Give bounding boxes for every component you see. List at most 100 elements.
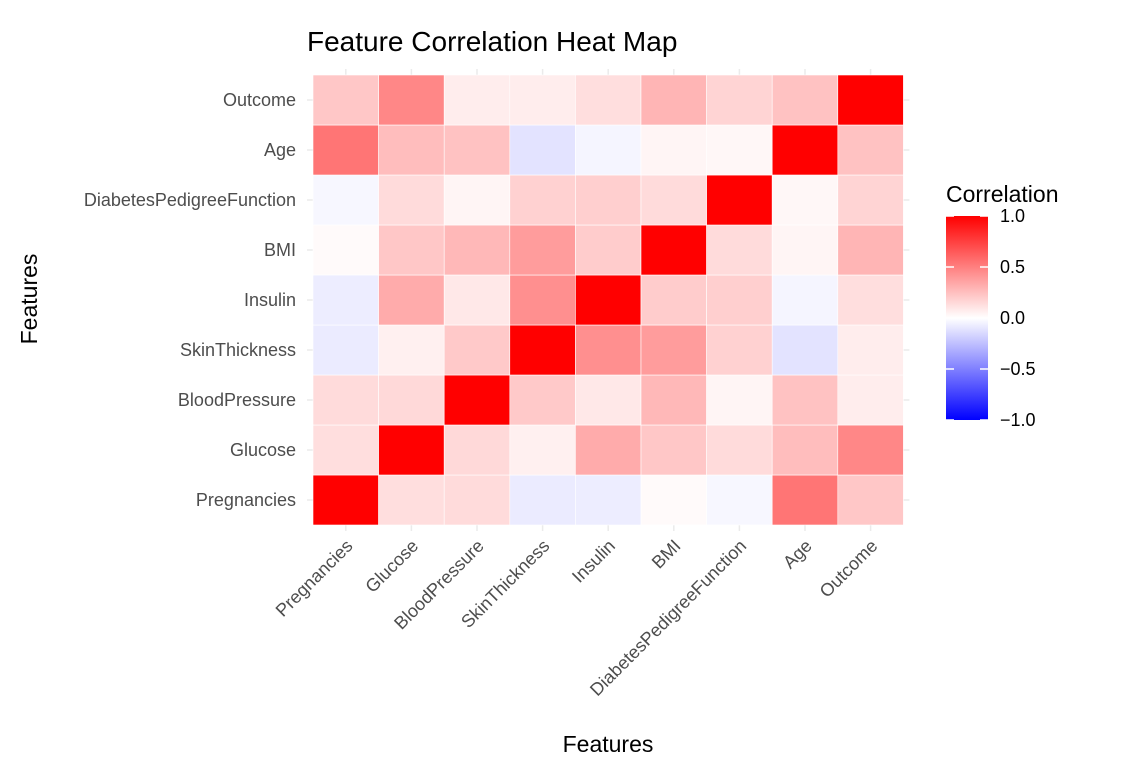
x-tick-label: Insulin <box>568 536 619 587</box>
heatmap-cell-skinthickness-bloodpressure <box>509 374 576 426</box>
heatmap-cell-age-insulin <box>771 274 839 326</box>
heatmap-cell-bloodpressure-outcome <box>443 74 511 126</box>
color-legend: Correlation 1.0 0.5 0.0 −0.5 −1.0 <box>946 181 1059 430</box>
heatmap-cell-diabetespedigreefunction-glucose <box>706 424 773 476</box>
legend-tick-label: 0.0 <box>1000 308 1025 328</box>
heatmap-cell-bmi-glucose <box>640 424 707 476</box>
x-tick-label: Age <box>779 536 816 573</box>
heatmap-cell-diabetespedigreefunction-bloodpressure <box>706 374 773 426</box>
y-tick-label: Pregnancies <box>196 490 296 510</box>
heatmap-cell-age-bloodpressure <box>771 374 839 426</box>
legend-ticks: 1.0 0.5 0.0 −0.5 −1.0 <box>946 206 1036 430</box>
x-tick-label: Glucose <box>361 536 422 597</box>
heatmap-cell-pregnancies-pregnancies <box>312 474 379 526</box>
heatmap-cell-age-outcome <box>771 74 839 126</box>
heatmap-cell-bmi-bloodpressure <box>640 374 707 426</box>
heatmap-cell-insulin-age <box>575 124 642 176</box>
heatmap-cell-pregnancies-bmi <box>312 224 379 276</box>
heatmap-cell-glucose-bloodpressure <box>378 374 445 426</box>
heatmap-cells <box>312 74 904 526</box>
heatmap-cell-glucose-glucose <box>378 424 445 476</box>
heatmap-cell-insulin-bmi <box>575 224 642 276</box>
legend-tick-label: −1.0 <box>1000 410 1036 430</box>
heatmap-cell-outcome-age <box>837 124 904 176</box>
heatmap-cell-bloodpressure-age <box>443 124 511 176</box>
heatmap-cell-pregnancies-bloodpressure <box>312 374 379 426</box>
heatmap-cell-pregnancies-insulin <box>312 274 379 326</box>
y-tick-labels: Pregnancies Glucose BloodPressure SkinThick… <box>84 90 296 510</box>
heatmap-cell-pregnancies-age <box>312 124 379 176</box>
heatmap-cell-insulin-pregnancies <box>575 474 642 526</box>
heatmap-cell-bmi-age <box>640 124 707 176</box>
heatmap-cell-outcome-bloodpressure <box>837 374 904 426</box>
y-tick-label: Glucose <box>230 440 296 460</box>
heatmap-cell-bmi-outcome <box>640 74 707 126</box>
heatmap-cell-outcome-bmi <box>837 224 904 276</box>
heatmap-cell-glucose-bmi <box>378 224 445 276</box>
heatmap-cell-skinthickness-age <box>509 124 576 176</box>
heatmap-cell-age-bmi <box>771 224 839 276</box>
heatmap-cell-bloodpressure-skinthickness <box>443 324 511 376</box>
y-tick-label: Insulin <box>244 290 296 310</box>
y-tick-label: BloodPressure <box>178 390 296 410</box>
heatmap-cell-outcome-insulin <box>837 274 904 326</box>
heatmap-cell-diabetespedigreefunction-skinthickness <box>706 324 773 376</box>
heatmap-cell-pregnancies-glucose <box>312 424 379 476</box>
heatmap-cell-diabetespedigreefunction-insulin <box>706 274 773 326</box>
heatmap-cell-glucose-diabetespedigreefunction <box>378 174 445 226</box>
heatmap-cell-bloodpressure-bloodpressure <box>443 374 511 426</box>
heatmap-cell-insulin-insulin <box>575 274 642 326</box>
heatmap-cell-glucose-outcome <box>378 74 445 126</box>
heatmap-cell-glucose-insulin <box>378 274 445 326</box>
y-tick-label: Outcome <box>223 90 296 110</box>
x-tick-label: Outcome <box>816 536 882 602</box>
heatmap-cell-outcome-outcome <box>837 74 904 126</box>
heatmap-cell-diabetespedigreefunction-bmi <box>706 224 773 276</box>
heatmap-cell-skinthickness-diabetespedigreefunction <box>509 174 576 226</box>
y-axis-title: Features <box>16 254 42 345</box>
x-tick-label: Pregnancies <box>272 536 357 621</box>
heatmap-cell-bloodpressure-bmi <box>443 224 511 276</box>
heatmap-cell-bmi-pregnancies <box>640 474 707 526</box>
x-tick-labels: Pregnancies GlucoseBloodPressureSkinThick… <box>272 536 882 700</box>
heatmap-cell-glucose-skinthickness <box>378 324 445 376</box>
heatmap-cell-age-skinthickness <box>771 324 839 376</box>
heatmap-cell-bmi-skinthickness <box>640 324 707 376</box>
y-tick-label: DiabetesPedigreeFunction <box>84 190 296 210</box>
heatmap-cell-insulin-outcome <box>575 74 642 126</box>
heatmap-cell-skinthickness-glucose <box>509 424 576 476</box>
legend-tick-label: 1.0 <box>1000 206 1025 226</box>
y-tick-label: Age <box>264 140 296 160</box>
x-tick-label: BMI <box>648 536 685 573</box>
heatmap-cell-outcome-skinthickness <box>837 324 904 376</box>
heatmap-cell-age-diabetespedigreefunction <box>771 174 839 226</box>
heatmap-cell-insulin-skinthickness <box>575 324 642 376</box>
heatmap-cell-pregnancies-diabetespedigreefunction <box>312 174 379 226</box>
heatmap-cell-skinthickness-skinthickness <box>509 324 576 376</box>
y-tick-label: SkinThickness <box>180 340 296 360</box>
heatmap-cell-insulin-glucose <box>575 424 642 476</box>
chart-title: Feature Correlation Heat Map <box>307 26 677 57</box>
heatmap-cell-diabetespedigreefunction-outcome <box>706 74 773 126</box>
heatmap-cell-pregnancies-skinthickness <box>312 324 379 376</box>
heatmap-cell-bloodpressure-insulin <box>443 274 511 326</box>
legend-tick-label: 0.5 <box>1000 257 1025 277</box>
heatmap-cell-glucose-pregnancies <box>378 474 445 526</box>
heatmap-cell-pregnancies-outcome <box>312 74 379 126</box>
legend-tick-label: −0.5 <box>1000 359 1036 379</box>
heatmap-cell-age-age <box>771 124 839 176</box>
heatmap-cell-outcome-glucose <box>837 424 904 476</box>
heatmap-cell-skinthickness-pregnancies <box>509 474 576 526</box>
heatmap-cell-diabetespedigreefunction-age <box>706 124 773 176</box>
heatmap-cell-diabetespedigreefunction-pregnancies <box>706 474 773 526</box>
heatmap-cell-outcome-pregnancies <box>837 474 904 526</box>
heatmap-cell-age-glucose <box>771 424 839 476</box>
heatmap-cell-bmi-insulin <box>640 274 707 326</box>
heatmap-cell-bloodpressure-glucose <box>443 424 511 476</box>
y-tick-label: BMI <box>264 240 296 260</box>
heatmap-cell-skinthickness-bmi <box>509 224 576 276</box>
heatmap-cell-skinthickness-insulin <box>509 274 576 326</box>
heatmap-cell-outcome-diabetespedigreefunction <box>837 174 904 226</box>
heatmap-cell-diabetespedigreefunction-diabetespedigreefunction <box>706 174 773 226</box>
heatmap-cell-bloodpressure-diabetespedigreefunction <box>443 174 511 226</box>
